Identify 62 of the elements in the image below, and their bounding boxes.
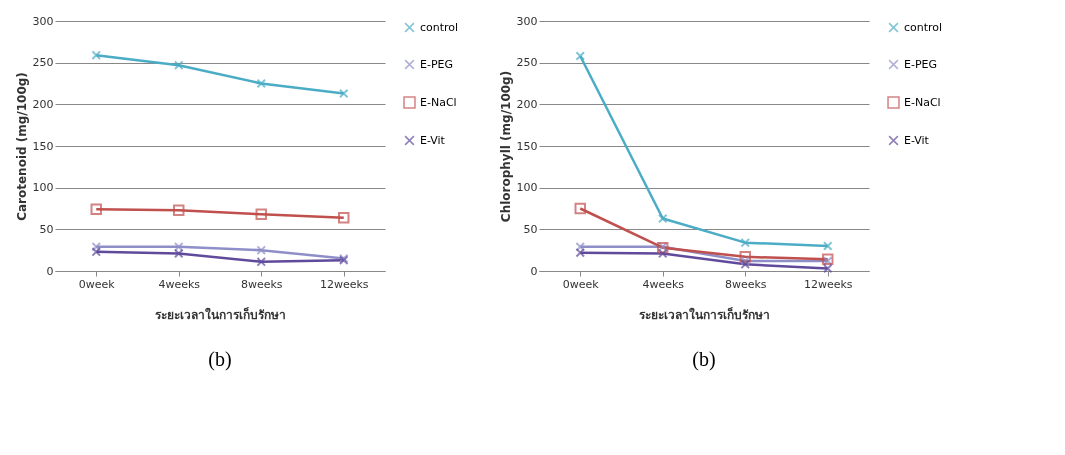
y-tick-label: 0 [46,264,54,278]
legend-label: control [904,20,943,34]
y-tick-label: 150 [32,139,54,153]
legend-label: E-PEG [420,57,454,71]
y-tick-label: 300 [32,14,54,28]
y-tick-label: 100 [32,181,54,195]
text: (b) [208,348,232,371]
x-tick-label: 4weeks [642,277,685,291]
y-tick-label: 100 [516,181,538,195]
y-tick-label: 300 [516,14,538,28]
point [575,51,586,61]
legend-label: E-NaCl [420,95,457,109]
text: (b) [692,348,716,371]
point [338,211,350,224]
point [173,204,185,216]
point [740,237,751,248]
point [173,248,184,259]
legend-label: E-PEG [904,57,938,71]
y-tick-label: 50 [39,222,54,236]
point [256,78,267,89]
y-tick-label: 150 [516,139,538,153]
x-tick-label: 0week [78,277,116,291]
point [91,247,102,257]
point [574,202,586,215]
y-tick-label: 250 [516,56,538,70]
legend-label: E-NaCl [904,95,941,109]
x-tick-label: 12weeks [803,277,853,291]
y-axis-title: Chlorophyll (mg/100g) [498,70,513,223]
point [256,257,267,267]
point [255,208,267,221]
point [575,247,586,258]
y-tick-label: 0 [530,264,538,278]
point [575,242,586,252]
y-tick-label: 200 [516,97,538,111]
legend-label: control [420,20,459,34]
y-tick-label: 250 [32,56,54,70]
point [822,241,833,251]
x-tick-label: 0week [562,277,600,291]
point [256,245,267,255]
legend-label: E-Vit [420,133,446,147]
point [91,242,102,252]
point [173,60,184,70]
legend-label: E-Vit [904,133,930,147]
point [90,203,102,216]
y-tick-label: 200 [32,97,54,111]
point [173,242,184,252]
x-tick-label: 12weeks [319,277,369,291]
y-axis-title: Carotenoid (mg/100g) [14,72,29,221]
point [657,213,668,224]
y-tick-label: 50 [523,222,538,236]
x-tick-label: 4weeks [158,277,201,291]
x-tick-label: 8weeks [240,277,283,291]
point [657,248,668,259]
point [739,251,751,263]
point [822,263,833,274]
point [91,50,102,60]
point [740,259,751,270]
point [338,88,349,99]
x-axis-title: ระยะเวลาในการเก็บรักษา [639,306,770,322]
x-axis-title: ระยะเวลาในการเก็บรักษา [155,306,286,322]
point [740,256,751,266]
x-tick-label: 8weeks [724,277,767,291]
